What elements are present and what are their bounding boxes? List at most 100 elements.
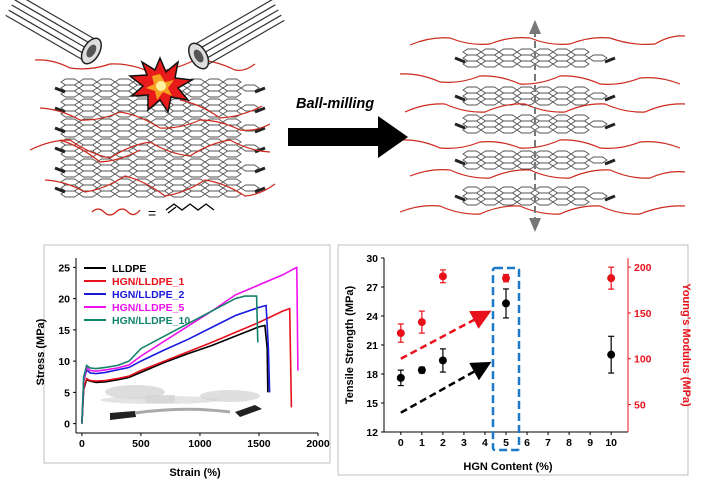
modulus-trend-arrow [400, 310, 492, 360]
chart2-y2-ticks: 50 100 150 200 [628, 262, 652, 412]
x-tick-label: 1 [419, 437, 425, 449]
tensile-specimen-photos [100, 385, 262, 420]
y-tick-label: 21 [366, 340, 378, 352]
y-tick-label: 12 [366, 427, 378, 439]
x-tick-label: 7 [545, 437, 551, 449]
polymer-chain [409, 169, 686, 179]
polymer-chain [179, 99, 263, 119]
graphene-sheet [54, 118, 266, 138]
legend-label: HGN/LLDPE_10 [112, 315, 190, 327]
y-tick-label: 0 [64, 419, 70, 431]
y-tick-label: 20 [58, 294, 70, 306]
x-tick-label: 1000 [188, 438, 212, 450]
x-tick-label: 500 [132, 438, 150, 450]
milling-ball-left-icon [5, 0, 102, 65]
chart1-border [43, 244, 331, 464]
chart1-series [81, 266, 299, 424]
y-tick-label: 15 [58, 325, 70, 337]
polymer-chain [404, 103, 686, 113]
x-tick-label: 0 [398, 437, 404, 449]
chart2-border [337, 244, 689, 476]
y-tick-label: 24 [366, 311, 378, 323]
graphene-stack-after [399, 35, 686, 215]
y-tick-label: 10 [58, 356, 70, 368]
y-tick-label: 27 [366, 282, 378, 294]
legend-label: HGN/LLDPE_5 [112, 302, 185, 314]
chart2-x-ticks: 0 1 2 3 4 5 6 7 8 9 10 [398, 432, 617, 449]
x-tick-label: 6 [524, 437, 530, 449]
legend-label: HGN/LLDPE_2 [112, 289, 185, 301]
x-tick-label: 2000 [306, 438, 330, 450]
ball-milling-label: Ball-milling [296, 96, 374, 112]
tensile-strength-point [396, 373, 405, 382]
tensile-strength-point [417, 366, 426, 375]
series-line-hgn-lldpe-5 [81, 266, 299, 424]
x-tick-label: 8 [566, 437, 572, 449]
y2-tick-label: 50 [634, 400, 646, 412]
x-tick-label: 9 [587, 437, 593, 449]
tensile-strength-point [502, 299, 510, 308]
graphene-sheet [54, 98, 266, 118]
y-tick-label: 5 [64, 387, 70, 399]
polymer-chain [39, 107, 271, 131]
chart2-x-label: HGN Content (%) [463, 461, 553, 473]
chart1-legend: LLDPEHGN/LLDPE_1HGN/LLDPE_2HGN/LLDPE_5HG… [84, 263, 190, 327]
x-tick-label: 3 [461, 437, 467, 449]
graphene-sheet [454, 86, 616, 106]
legend-label: LLDPE [112, 263, 146, 275]
polymer-chain [59, 139, 141, 163]
equals-sign: = [148, 205, 156, 221]
polymer-chain [29, 139, 271, 159]
chart2-y-ticks: 12 15 18 21 24 27 30 [366, 253, 384, 439]
polymer-chain-legend: = [91, 203, 215, 221]
polymer-chain [409, 35, 686, 46]
x-tick-label: 2 [440, 437, 446, 449]
chart1-y-ticks: 0 5 10 15 20 25 [58, 262, 76, 431]
chart2-points [396, 266, 616, 387]
x-tick-label: 1500 [247, 438, 271, 450]
x-tick-label: 4 [482, 437, 488, 449]
legend-label: HGN/LLDPE_1 [112, 276, 185, 288]
y-tick-label: 25 [58, 262, 70, 274]
polymer-chain [44, 175, 276, 197]
y-tick-label: 30 [366, 253, 378, 265]
graphene-stack-before [29, 59, 276, 198]
x-tick-label: 0 [79, 438, 85, 450]
graphene-sheet [454, 114, 616, 134]
youngs-modulus-point [502, 274, 510, 283]
youngs-modulus-point [396, 329, 405, 338]
ball-milling-arrow [288, 116, 408, 158]
polymer-chain [399, 139, 681, 149]
graphene-sheet [454, 150, 616, 170]
tensile-strength-point [607, 350, 616, 359]
trend-arrows [400, 310, 492, 414]
y2-tick-label: 150 [634, 308, 652, 320]
chart2-y2-label: Young's Modulus (MPa) [680, 283, 692, 407]
chart1-y-label: Stress (MPa) [35, 318, 47, 385]
tensile-strength-point [438, 356, 447, 365]
youngs-modulus-point [438, 272, 447, 281]
y-tick-label: 15 [366, 398, 378, 410]
y2-tick-label: 200 [634, 262, 652, 274]
highlight-box [491, 266, 521, 452]
exfoliation-arrow [529, 20, 541, 232]
strength-trend-arrow [400, 361, 492, 414]
graphene-sheet [454, 48, 616, 68]
chart1-x-ticks: 0 500 1000 1500 2000 [79, 433, 330, 450]
chart1-x-label: Strain (%) [169, 467, 221, 479]
x-tick-label: 10 [605, 437, 617, 449]
series-line-hgn-lldpe-2 [81, 304, 271, 424]
polymer-chain [399, 73, 681, 85]
series-line-hgn-lldpe-10 [81, 295, 259, 424]
youngs-modulus-point [607, 274, 616, 283]
impact-burst-icon [127, 56, 195, 114]
y-tick-label: 18 [366, 369, 378, 381]
youngs-modulus-point [417, 318, 426, 327]
graphene-sheet [54, 158, 266, 178]
chart2-y-label: Tensile Strength (MPa) [344, 285, 356, 404]
graphene-sheet [54, 178, 266, 198]
polymer-chain [399, 205, 686, 215]
